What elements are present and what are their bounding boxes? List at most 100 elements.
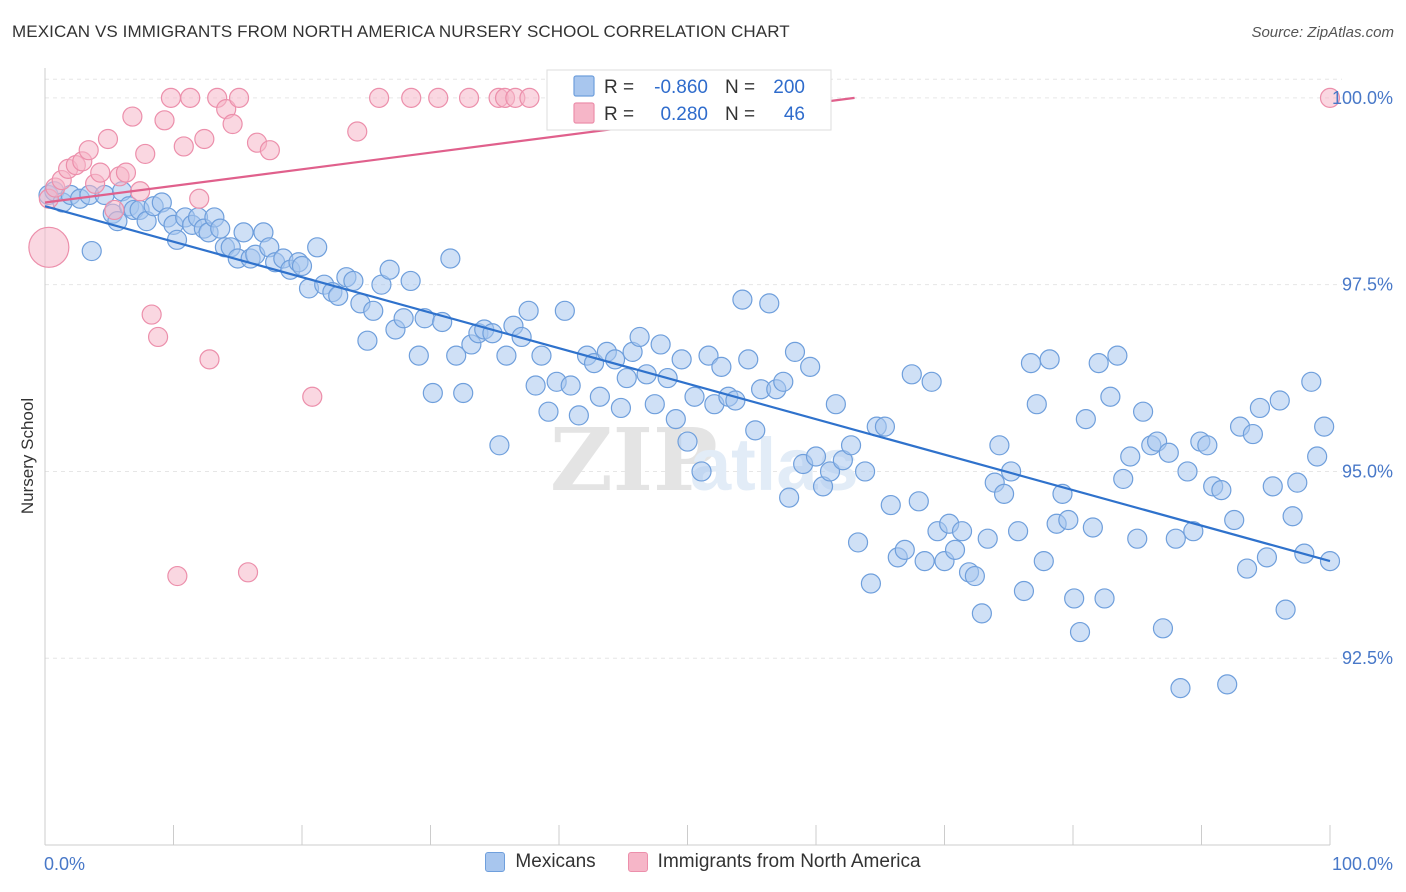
point-0-138 [977,528,998,549]
series-0-points [38,181,1341,699]
point-0-167 [1158,442,1179,463]
point-0-94 [684,386,705,407]
point-0-65 [482,323,503,344]
point-1-21 [173,136,194,157]
point-0-6 [81,240,102,262]
point-0-49 [363,300,384,321]
stats-r-label-0: R = [604,77,634,98]
legend-label-mexicans: Mexicans [515,851,596,872]
legend-swatch-immigrants [627,852,648,872]
point-1-24 [194,128,215,150]
point-0-119 [854,461,876,482]
point-0-184 [1269,390,1290,411]
point-0-91 [665,409,686,430]
point-0-71 [525,375,546,396]
point-0-171 [1183,521,1204,542]
point-0-103 [745,420,766,441]
point-0-128 [914,550,935,572]
point-0-73 [538,401,559,422]
point-0-111 [800,356,821,377]
point-0-96 [698,345,719,366]
point-0-72 [531,345,552,366]
stats-r-value-1: 0.280 [660,104,708,125]
point-0-176 [1217,674,1238,695]
point-0-39 [291,255,313,277]
point-0-177 [1224,509,1245,531]
point-0-67 [496,345,517,366]
point-0-26 [210,218,231,239]
point-1-45 [28,226,70,268]
point-0-160 [1113,468,1134,490]
chart-title: MEXICAN VS IMMIGRANTS FROM NORTH AMERICA… [12,22,790,41]
legend-item-mexicans[interactable]: Mexicans [485,851,596,873]
point-0-88 [644,394,665,415]
point-0-147 [1033,550,1054,572]
trend-line-0 [44,205,1331,563]
point-0-120 [860,573,882,594]
point-0-100 [725,390,746,411]
point-0-123 [880,494,901,516]
point-0-109 [784,341,806,363]
point-0-140 [989,435,1010,456]
point-0-158 [1100,386,1121,407]
point-0-129 [921,371,942,392]
point-0-51 [379,259,400,280]
point-0-146 [1026,394,1047,415]
series-1-points [28,87,1341,587]
point-1-18 [154,110,175,131]
point-1-19 [160,87,182,108]
point-1-20 [167,565,188,587]
point-1-16 [141,304,162,325]
point-0-153 [1069,621,1091,643]
point-1-12 [115,162,137,183]
point-0-114 [819,461,841,482]
point-1-17 [147,326,169,348]
series-legend: Mexicans Immigrants from North America [0,851,1406,873]
point-0-115 [825,394,846,415]
point-0-148 [1039,349,1060,370]
point-0-57 [422,382,443,404]
point-1-8 [90,162,111,183]
point-0-183 [1262,476,1283,497]
point-0-126 [901,364,922,385]
point-1-13 [122,106,143,127]
stats-r-label-1: R = [604,104,634,125]
point-0-127 [908,491,929,512]
legend-item-immigrants[interactable]: Immigrants from North America [627,851,921,873]
point-0-102 [738,349,759,370]
point-0-66 [489,435,510,456]
point-1-37 [428,87,449,108]
point-0-93 [677,431,698,452]
point-1-42 [519,87,540,108]
stats-swatch-immigrants [573,102,595,124]
point-1-6 [78,140,99,161]
point-0-187 [1287,472,1308,493]
point-0-182 [1256,547,1278,568]
point-0-152 [1064,588,1085,609]
point-0-77 [568,405,589,426]
point-0-53 [393,308,414,329]
y-tick-label-1: 97.5% [1342,275,1393,295]
legend-label-immigrants: Immigrants from North America [657,851,921,872]
point-0-133 [944,539,966,560]
scatter-points [28,87,1341,699]
point-0-173 [1197,435,1218,456]
point-0-151 [1058,509,1079,531]
stats-r-value-0: -0.860 [654,77,708,98]
point-0-162 [1127,528,1148,549]
point-1-22 [180,87,201,108]
point-0-179 [1236,558,1258,579]
point-0-112 [805,446,827,467]
legend-swatch-mexicans [485,852,506,872]
point-1-28 [222,113,243,135]
point-0-46 [343,270,364,292]
point-0-83 [610,397,632,419]
stats-n-value-0: 200 [773,77,805,98]
point-1-25 [199,349,220,370]
point-1-9 [97,128,119,150]
point-0-89 [650,334,671,355]
point-0-136 [964,565,985,587]
point-0-170 [1177,461,1198,482]
point-0-155 [1082,517,1103,538]
point-0-108 [779,487,800,508]
